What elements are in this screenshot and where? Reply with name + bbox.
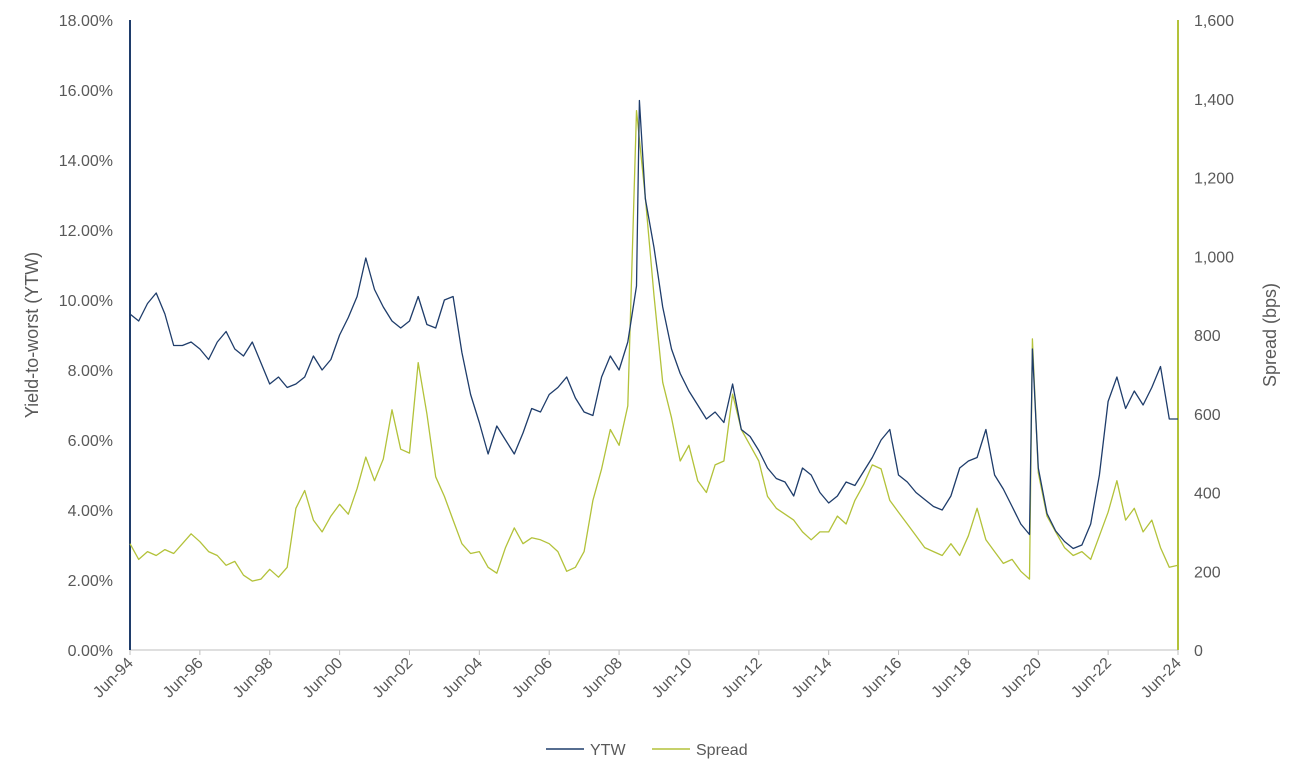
y-tick-label: 2.00% <box>68 573 113 590</box>
legend: YTW Spread <box>546 742 748 759</box>
y-tick-label: 6.00% <box>68 433 113 450</box>
y2-tick-label: 1,200 <box>1194 171 1234 188</box>
x-tick-label: Jun-14 <box>789 655 836 702</box>
x-axis-ticks: Jun-94 Jun-96 Jun-98 Jun-00 Jun-02 Jun-04 Jun-… <box>90 650 1185 701</box>
y-tick-label: 4.00% <box>68 503 113 520</box>
x-tick-label: Jun-02 <box>370 655 417 702</box>
series-line-ytw <box>129 99 1178 550</box>
legend-ytw-label: YTW <box>590 742 626 759</box>
x-tick-label: Jun-98 <box>230 655 277 702</box>
y-tick-label: 14.00% <box>59 153 113 170</box>
y-tick-label: 12.00% <box>59 223 113 240</box>
x-tick-label: Jun-16 <box>859 655 906 702</box>
x-tick-label: Jun-06 <box>509 655 556 702</box>
x-tick-label: Jun-24 <box>1138 655 1185 702</box>
x-tick-label: Jun-22 <box>1068 655 1115 702</box>
y2-tick-label: 600 <box>1194 407 1221 424</box>
y-axis-title: Yield-to-worst (YTW) <box>22 252 42 418</box>
x-tick-label: Jun-04 <box>440 655 487 702</box>
y-tick-label: 10.00% <box>59 293 113 310</box>
y2-tick-label: 800 <box>1194 328 1221 345</box>
y2-axis-title: Spread (bps) <box>1260 283 1280 387</box>
y-axis-ticks: 0.00% 2.00% 4.00% 6.00% 8.00% 10.00% 12.00% 14.… <box>59 13 113 660</box>
y2-tick-label: 400 <box>1194 486 1221 503</box>
y2-tick-label: 200 <box>1194 564 1221 581</box>
y2-tick-label: 0 <box>1194 643 1203 660</box>
y2-axis-ticks: 0 200 400 600 800 1,000 1,200 1,400 1,600 <box>1194 13 1234 660</box>
legend-spread-label: Spread <box>696 742 748 759</box>
y-tick-label: 8.00% <box>68 363 113 380</box>
y-tick-label: 16.00% <box>59 83 113 100</box>
y2-tick-label: 1,600 <box>1194 13 1234 30</box>
x-tick-label: Jun-12 <box>719 655 766 702</box>
x-tick-label: Jun-08 <box>579 655 626 702</box>
series-lines <box>129 99 1179 582</box>
y-tick-label: 18.00% <box>59 13 113 30</box>
x-tick-label: Jun-18 <box>929 655 976 702</box>
plot-area: 0.00% 2.00% 4.00% 6.00% 8.00% 10.00% 12.00% 14.… <box>59 13 1234 701</box>
x-tick-label: Jun-94 <box>90 655 137 702</box>
x-tick-label: Jun-10 <box>649 655 696 702</box>
y-tick-label: 0.00% <box>68 643 113 660</box>
x-tick-label: Jun-00 <box>300 655 347 702</box>
series-line-spread <box>129 109 1179 582</box>
y2-tick-label: 1,000 <box>1194 249 1234 266</box>
x-tick-label: Jun-20 <box>998 655 1045 702</box>
y2-tick-label: 1,400 <box>1194 92 1234 109</box>
x-tick-label: Jun-96 <box>160 655 207 702</box>
